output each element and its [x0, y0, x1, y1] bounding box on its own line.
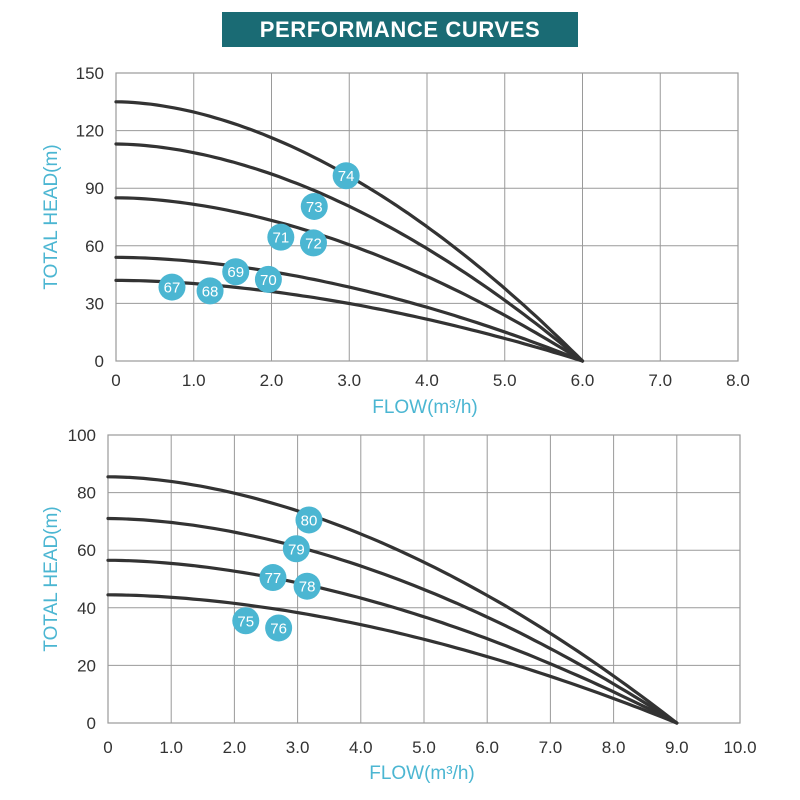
- y-tick-label: 80: [77, 484, 96, 503]
- y-axis-label: TOTAL HEAD(m): [41, 506, 62, 651]
- x-tick-label: 4.0: [349, 738, 373, 757]
- curve-marker: [158, 273, 186, 301]
- curve-marker: [293, 572, 321, 600]
- x-tick-label: 8.0: [602, 738, 626, 757]
- curve-marker-label: 80: [301, 512, 318, 529]
- x-tick-label: 7.0: [648, 371, 672, 390]
- curve-marker-label: 68: [202, 283, 219, 300]
- y-tick-label: 150: [76, 64, 104, 83]
- x-tick-label: 5.0: [412, 738, 436, 757]
- performance-curve: [114, 255, 585, 363]
- x-tick-label: 6.0: [571, 371, 595, 390]
- y-tick-label: 120: [76, 122, 104, 141]
- x-axis-label: FLOW(m³/h): [369, 763, 475, 784]
- curve-marker-label: 67: [164, 280, 181, 297]
- y-axis-label: TOTAL HEAD(m): [41, 144, 62, 289]
- y-tick-label: 40: [77, 599, 96, 618]
- curve-marker: [282, 535, 310, 563]
- x-tick-label: 1.0: [182, 371, 206, 390]
- performance-curve: [106, 475, 679, 725]
- x-tick-label: 6.0: [475, 738, 499, 757]
- curve-marker: [222, 258, 250, 286]
- y-tick-label: 30: [85, 294, 104, 313]
- x-tick-label: 5.0: [493, 371, 517, 390]
- x-tick-label: 0: [111, 371, 120, 390]
- curve-marker-label: 70: [260, 272, 277, 289]
- x-axis-label: FLOW(m³/h): [372, 397, 478, 418]
- plot-frame: [107, 434, 741, 724]
- curve-marker-label: 77: [265, 570, 282, 587]
- chart-top: 0 1.0 2.0 3.0 4.0 5.0 6.0 7.0 8.0 0 30 60 90 120 150 67…: [41, 64, 750, 418]
- curve-marker-label: 73: [306, 199, 323, 216]
- x-tick-label: 1.0: [159, 738, 183, 757]
- x-tick-label: 3.0: [337, 371, 361, 390]
- performance-curve: [114, 278, 585, 363]
- x-tick-label: 10.0: [723, 738, 756, 757]
- performance-curve: [114, 142, 585, 363]
- x-tick-label: 4.0: [415, 371, 439, 390]
- curve-marker: [300, 192, 328, 220]
- curve-marker-label: 78: [299, 579, 316, 596]
- performance-curve: [114, 196, 585, 363]
- x-tick-label: 9.0: [665, 738, 689, 757]
- x-tick-label: 2.0: [260, 371, 284, 390]
- chart-title-banner: PERFORMANCE CURVES: [222, 12, 578, 47]
- curve-marker-label: 79: [288, 541, 305, 558]
- y-tick-label: 0: [95, 352, 104, 371]
- x-tick-label: 3.0: [286, 738, 310, 757]
- x-tick-label: 2.0: [223, 738, 247, 757]
- curve-marker: [265, 614, 293, 642]
- performance-curve: [106, 558, 679, 725]
- plot-frame: [115, 72, 739, 362]
- curve-marker: [332, 162, 360, 190]
- performance-curve: [106, 516, 679, 725]
- curve-marker: [196, 277, 224, 305]
- curve-marker-label: 72: [305, 235, 322, 252]
- y-tick-label: 60: [77, 541, 96, 560]
- curve-marker: [232, 607, 260, 635]
- chart-title: PERFORMANCE CURVES: [259, 16, 541, 42]
- y-tick-label: 90: [85, 179, 104, 198]
- curve-marker: [254, 265, 282, 293]
- x-tick-label: 8.0: [726, 371, 750, 390]
- curve-marker-label: 75: [237, 613, 254, 630]
- y-tick-label: 20: [77, 656, 96, 675]
- y-tick-label: 100: [68, 426, 96, 445]
- curve-marker-label: 69: [227, 264, 244, 281]
- x-tick-label: 0: [103, 738, 112, 757]
- curve-marker-label: 74: [338, 168, 355, 185]
- chart-bottom: 0 1.0 2.0 3.0 4.0 5.0 6.0 7.0 8.0 9.0 10.0 0 20 40 60 8…: [41, 426, 757, 784]
- y-tick-label: 60: [85, 237, 104, 256]
- y-tick-label: 0: [87, 714, 96, 733]
- x-tick-label: 7.0: [539, 738, 563, 757]
- performance-curve: [106, 593, 679, 725]
- curve-marker: [267, 223, 295, 251]
- curve-marker: [295, 506, 323, 534]
- curve-marker: [259, 564, 287, 592]
- curve-marker-label: 71: [272, 230, 289, 247]
- curve-marker-label: 76: [270, 620, 287, 637]
- curve-marker: [299, 229, 327, 257]
